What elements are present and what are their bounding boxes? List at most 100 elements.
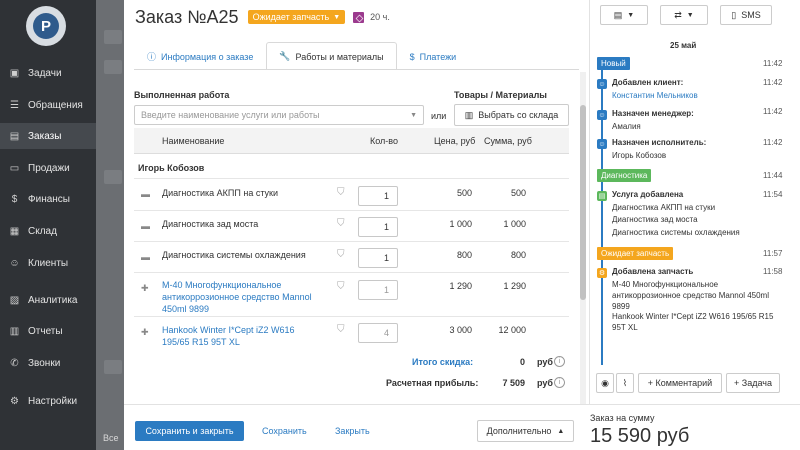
profit-unit: руб: [537, 378, 553, 388]
status-dropdown[interactable]: Ожидает запчасть ▼: [247, 10, 346, 24]
row-sum: 800: [510, 250, 526, 260]
nav-item-settings[interactable]: ⚙ Настройки: [0, 388, 96, 414]
scrollbar-thumb[interactable]: [580, 105, 586, 300]
executor-icon: ☺: [597, 139, 607, 149]
order-sum-value: 15 590 руб: [590, 425, 690, 447]
nav-item-warehouse[interactable]: ▦ Склад: [0, 218, 96, 244]
finance-icon: $: [11, 193, 18, 205]
nav-item-sales[interactable]: ▭ Продажи: [0, 155, 96, 181]
more-dropdown[interactable]: Дополнительно ▲: [477, 420, 574, 442]
row-sum: 500: [510, 188, 526, 198]
qty-input[interactable]: 1: [358, 186, 398, 206]
row-name-link[interactable]: М-40 Многофункциональное антикоррозионно…: [162, 280, 312, 314]
background-cell: [104, 170, 122, 184]
add-comment-button[interactable]: + Комментарий: [638, 373, 722, 393]
service-icon: ▬: [141, 221, 150, 231]
nav-item-requests[interactable]: ☰ Обращения: [0, 92, 96, 118]
tab-label: Работы и материалы: [295, 51, 384, 62]
transfer-button[interactable]: ⇄ ▼: [660, 5, 708, 25]
tab-order-info[interactable]: ⓘ Информация о заказе: [134, 42, 266, 70]
goods-label: Товары / Материалы: [454, 90, 547, 100]
event-time: 11:42: [763, 107, 783, 116]
row-price: 500: [456, 188, 472, 198]
qty-input[interactable]: 1: [358, 248, 398, 268]
nav-item-clients[interactable]: ☺ Клиенты: [0, 250, 96, 276]
nav-item-tasks[interactable]: ▣ Задачи: [0, 60, 96, 86]
event-title: Назначен исполнитель:: [612, 138, 707, 147]
tab-payments[interactable]: $ Платежи: [397, 42, 470, 70]
table-row: ▬ Диагностика зад моста ⛉ 1 1 000 1 000: [134, 210, 569, 241]
status-tag-new: Новый: [597, 57, 630, 70]
history-actions: ◉ ⌇ + Комментарий + Задача: [590, 367, 800, 397]
qty-input[interactable]: 4: [358, 323, 398, 343]
warranty-icon[interactable]: ⛉: [337, 281, 345, 292]
part-added-icon: ⚙: [597, 268, 607, 278]
product-icon: ✚: [141, 283, 149, 293]
print-button[interactable]: ▤ ▼: [600, 5, 648, 25]
event-time: 11:42: [763, 138, 783, 147]
nav-item-finance[interactable]: $ Финансы: [0, 186, 96, 212]
timeline-date: 25 май: [670, 41, 697, 50]
nav-item-reports[interactable]: ▥ Отчеты: [0, 318, 96, 344]
header-price: Цена, руб: [434, 136, 476, 146]
row-name: Диагностика системы охлаждения: [162, 250, 306, 260]
event-text: Диагностика системы охлаждения: [612, 228, 740, 237]
chevron-down-icon: ▼: [410, 111, 417, 119]
completed-work-label: Выполненная работа: [134, 90, 230, 100]
service-icon: ▬: [141, 189, 150, 199]
phone-icon: ▯: [731, 9, 737, 20]
service-added-icon: ▤: [597, 191, 607, 201]
nav-item-label: Задачи: [28, 67, 62, 79]
order-sum-label: Заказ на сумму: [590, 413, 655, 423]
nav-item-label: Настройки: [28, 395, 78, 407]
header-name: Наименование: [162, 136, 225, 146]
sales-icon: ▭: [9, 162, 20, 174]
paperclip-icon: ⌇: [622, 377, 628, 388]
order-title: Заказ №А25: [135, 6, 239, 27]
nav-item-orders[interactable]: ▤ Заказы: [0, 123, 96, 149]
close-button[interactable]: Закрыть: [335, 426, 370, 436]
event-title: Назначен менеджер:: [612, 109, 694, 118]
event-text: М-40 Многофункциональное антикоррозионно…: [612, 280, 769, 311]
tab-works-materials[interactable]: 🔧 Работы и материалы: [266, 42, 397, 70]
row-price: 3 000: [449, 325, 472, 335]
reports-icon: ▥: [9, 325, 20, 337]
app-logo[interactable]: P: [26, 6, 66, 46]
executor-group-name: Игорь Кобозов: [138, 163, 205, 173]
info-icon[interactable]: i: [554, 377, 565, 388]
add-task-button[interactable]: + Задача: [726, 373, 780, 393]
save-button[interactable]: Сохранить: [262, 426, 307, 436]
info-icon[interactable]: i: [554, 356, 565, 367]
history-panel: ▤ ▼ ⇄ ▼ ▯ SMS 25 май Новый 11:42 ☺ Добавлен…: [589, 0, 800, 404]
deadline-icon: [353, 11, 365, 23]
discount-label[interactable]: Итого скидка:: [412, 357, 474, 367]
row-name-link[interactable]: Hankook Winter I*Cept iZ2 W616 195/65 R1…: [162, 325, 295, 347]
manager-icon: ☺: [597, 110, 607, 120]
discount-unit: руб: [537, 357, 553, 367]
qty-input[interactable]: 1: [358, 217, 398, 237]
attach-button[interactable]: ⌇: [616, 373, 634, 393]
order-modal: Заказ №А25 Ожидает запчасть ▼ 20 ч. ⓘ Инф…: [124, 0, 800, 450]
save-and-close-button[interactable]: Сохранить и закрыть: [135, 421, 244, 441]
warehouse-icon: ▦: [9, 225, 20, 237]
warranty-icon[interactable]: ⛉: [337, 249, 345, 260]
client-link[interactable]: Константин Мельников: [612, 91, 698, 100]
nav-item-analytics[interactable]: ▨ Аналитика: [0, 287, 96, 313]
warranty-icon[interactable]: ⛉: [337, 187, 345, 198]
event-time: 11:58: [763, 267, 783, 276]
more-label: Дополнительно: [486, 426, 552, 436]
event-time: 11:44: [763, 171, 783, 180]
row-sum: 1 290: [503, 281, 526, 291]
warranty-icon[interactable]: ⛉: [337, 324, 345, 335]
table-row: ✚ М-40 Многофункциональное антикоррозион…: [134, 272, 569, 316]
row-price: 1 290: [449, 281, 472, 291]
service-search-input[interactable]: Введите наименование услуги или работы ▼: [134, 105, 424, 125]
camera-button[interactable]: ◉: [596, 373, 614, 393]
status-tag-diagnostics: Диагностика: [597, 169, 652, 182]
warranty-icon[interactable]: ⛉: [337, 218, 345, 229]
nav-item-calls[interactable]: ✆ Звонки: [0, 350, 96, 376]
background-text: Все: [103, 433, 119, 443]
sms-button[interactable]: ▯ SMS: [720, 5, 772, 25]
qty-input[interactable]: 1: [358, 280, 398, 300]
pick-from-warehouse-button[interactable]: ▥ Выбрать со склада: [454, 104, 569, 126]
